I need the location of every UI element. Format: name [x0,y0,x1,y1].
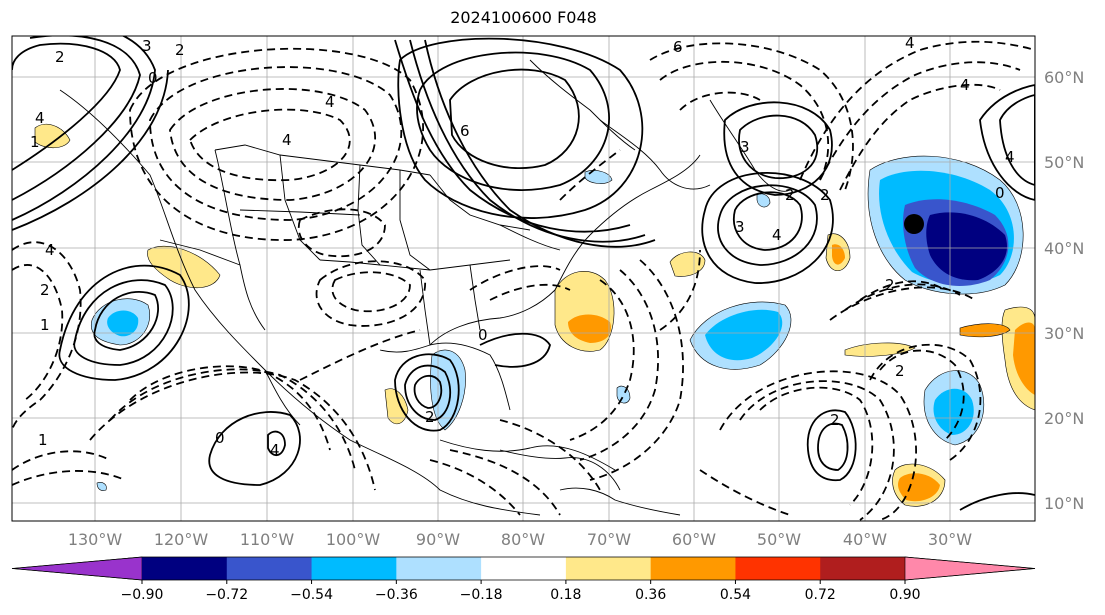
contour-label: 2 [175,41,185,59]
contour-label: 1 [38,431,48,449]
colorbar-segment [396,557,482,580]
colorbar-tick-label: −0.54 [290,587,333,603]
contour-label: 3 [735,218,745,236]
colorbar: −0.90 −0.72 −0.54 −0.36 −0.18 0.18 0.36 0.54 0.7… [11,556,1036,603]
lon-label: 70°W [587,530,631,549]
neg-anomaly-small-3 [584,170,613,184]
contour-label: 2 [40,281,50,299]
lat-label: 60°N [1044,68,1084,87]
lat-label: 30°N [1044,324,1084,343]
lat-label: 10°N [1044,494,1084,513]
pos-anomaly-florida [384,388,409,425]
contour-label: 2 [820,186,830,204]
colorbar-segment [820,557,906,580]
colorbar-segment [650,557,736,580]
contour-label: 2 [895,362,905,380]
colorbar-tick-label: −0.72 [205,587,248,603]
map-frame [11,35,1036,522]
colorbar-tick-label: −0.90 [121,587,164,603]
contour-label: 4 [35,109,45,127]
contour-label: 1 [40,316,50,334]
pos-anomaly-mid-atl-2-inner [832,244,845,265]
lon-label: 130°W [68,530,123,549]
contour-label: 0 [215,429,225,447]
contour-label: 3 [740,138,750,156]
lon-label: 30°W [928,530,972,549]
colorbar-segment [142,557,228,580]
lon-label: 100°W [326,530,381,549]
neg-anomaly-central-atlantic-inner [705,309,783,361]
neg-anomaly-gulf [430,349,466,431]
colorbar-segment [565,557,652,580]
contour-label: 2 [785,186,795,204]
contour-label: 4 [45,241,55,259]
lon-label: 110°W [240,530,295,549]
contour-label: 2 [425,408,435,426]
colorbar-tick-label: 0.90 [889,587,920,603]
neg-anomaly-pacific-inner [107,310,139,337]
contour-label: 0 [995,184,1005,202]
lat-label: 50°N [1044,153,1084,172]
colorbar-tick-label: 0.72 [805,587,836,603]
map-plot-area [12,36,1035,521]
pos-anomaly-east-coast-inner [568,314,611,343]
contour-label: 0 [478,326,488,344]
shaded-fields [34,124,1035,507]
lat-label: 20°N [1044,409,1084,428]
pos-anomaly-east-inner [1013,322,1035,395]
contour-label: 1 [30,133,40,151]
contour-label: 2 [885,276,895,294]
contour-label: 0 [148,69,158,87]
contour-labels: 3 2 0 4 2 1 4 4 6 6 4 3 2 2 3 4 0 4 4 2 … [30,34,1015,459]
colorbar-segment [311,557,397,580]
colorbar-segment [481,557,567,580]
contour-label: 3 [142,37,152,55]
dashed-contours [12,40,1035,521]
lon-label: 90°W [416,530,460,549]
neg-anomaly-small-2 [756,193,771,208]
lon-label: 120°W [154,530,209,549]
latitude-labels: 60°N 50°N 40°N 30°N 20°N 10°N [1044,68,1084,513]
colorbar-segment [735,557,821,580]
graticule [12,36,1035,521]
colorbar-segment [226,557,313,580]
lon-label: 40°W [843,530,887,549]
pos-anomaly-subtrop-inner [898,473,940,502]
pos-anomaly-mid-atl [669,251,706,277]
lon-label: 50°W [757,530,801,549]
colorbar-tick-label: 0.18 [550,587,581,603]
contour-label: 6 [460,122,470,140]
lon-label: 80°W [501,530,545,549]
colorbar-max-arrow [904,556,1036,581]
contour-label: 4 [772,226,782,244]
pos-anomaly-bc [34,124,71,149]
neg-anomaly-core [926,212,1007,281]
lon-label: 60°W [672,530,716,549]
analysis-point-marker [904,214,924,234]
contour-label: 4 [960,76,970,94]
colorbar-tick-label: 0.54 [720,587,751,603]
contour-label: 4 [1005,148,1015,166]
map-title: 2024100600 F048 [450,8,597,27]
contour-label: 4 [905,34,915,52]
longitude-labels: 130°W 120°W 110°W 100°W 90°W 80°W 70°W 6… [68,530,972,549]
colorbar-tick-label: 0.36 [635,587,666,603]
contour-label: 2 [830,411,840,429]
colorbar-min-arrow [11,556,143,581]
colorbar-tick-label: −0.36 [375,587,418,603]
colorbar-tick-label: −0.18 [460,587,503,603]
pos-anomaly-bar [959,323,1011,338]
contour-label: 6 [673,38,683,56]
lat-label: 40°N [1044,239,1084,258]
contour-label: 4 [270,441,280,459]
contour-label: 4 [282,131,292,149]
contour-label: 2 [55,48,65,66]
contour-label: 4 [325,93,335,111]
neg-anomaly-small-4 [96,482,107,491]
